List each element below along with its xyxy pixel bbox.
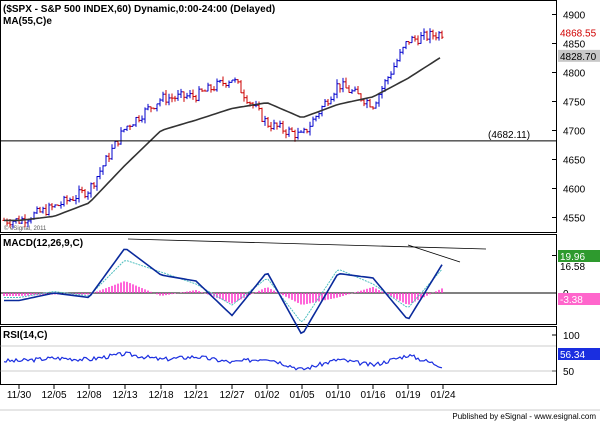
published-credit: Published by eSignal - www.esignal.com <box>452 412 596 421</box>
x-tick-label: 11/30 <box>7 390 32 401</box>
price-tick-label: 4600 <box>563 185 586 196</box>
price-tick-label: 4850 <box>563 40 586 51</box>
price-y-axis: 4900 4850 4800 4750 4700 4650 4600 4550 <box>552 11 586 225</box>
hist-value-badge <box>558 293 600 305</box>
price-tick-label: 4650 <box>563 156 586 167</box>
x-tick-label: 01/02 <box>254 390 279 401</box>
price-tick-label: 4900 <box>563 11 586 22</box>
last-price-badge <box>558 26 600 39</box>
x-tick-label: 01/10 <box>325 390 350 401</box>
x-tick-label: 12/21 <box>183 390 208 401</box>
ma-label: MA(55,C)e <box>3 16 52 27</box>
macd-panel-frame <box>0 234 557 325</box>
macd-trendline <box>127 238 487 250</box>
rsi-label: RSI(14,C) <box>3 330 47 341</box>
hist-value: -3.38 <box>560 295 583 306</box>
x-axis: 11/30 12/05 12/08 12/13 12/18 12/21 12/27 01/02… <box>7 384 456 401</box>
x-tick-label: 01/05 <box>289 390 314 401</box>
x-tick-label: 12/08 <box>76 390 101 401</box>
rsi-tick-label: 100 <box>563 331 580 342</box>
price-tick-label: 4800 <box>563 69 586 80</box>
price-panel-frame <box>0 0 557 233</box>
macd-trendline-short <box>407 244 461 263</box>
macd-value-badge <box>558 250 600 262</box>
rsi-panel-frame <box>0 326 557 385</box>
x-tick-label: 12/05 <box>41 390 66 401</box>
esignal-credit: © eSignal, 2011 <box>4 225 47 232</box>
x-tick-label: 01/16 <box>360 390 385 401</box>
rsi-value-badge <box>558 348 600 360</box>
macd-label: MACD(12,26,9,C) <box>3 238 83 249</box>
rsi-line <box>3 351 443 371</box>
x-tick-label: 01/19 <box>395 390 420 401</box>
support-label: (4682.11) <box>488 130 530 141</box>
price-tick-label: 4700 <box>563 127 586 138</box>
macd-line <box>4 248 443 335</box>
price-tick-label: 4750 <box>563 98 586 109</box>
x-tick-label: 01/24 <box>430 390 455 401</box>
last-price: 4868.55 <box>560 29 597 40</box>
signal-value-badge <box>558 262 600 270</box>
macd-signal-line <box>4 260 443 323</box>
chart-title: ($SPX - S&P 500 INDEX,60) Dynamic,0:00-2… <box>3 4 275 15</box>
price-bars <box>2 28 444 229</box>
signal-value: 16.58 <box>560 262 585 273</box>
price-tick-label: 4550 <box>563 214 586 225</box>
rsi-value: 56.34 <box>560 350 585 361</box>
ma-value: 4828.70 <box>560 52 597 63</box>
macd-value: 19.96 <box>560 252 585 263</box>
x-tick-label: 12/18 <box>148 390 173 401</box>
ma-value-badge <box>558 49 600 62</box>
x-tick-label: 12/13 <box>112 390 137 401</box>
rsi-tick-label: 50 <box>563 367 575 378</box>
x-tick-label: 12/27 <box>219 390 244 401</box>
ma-line <box>4 57 441 222</box>
